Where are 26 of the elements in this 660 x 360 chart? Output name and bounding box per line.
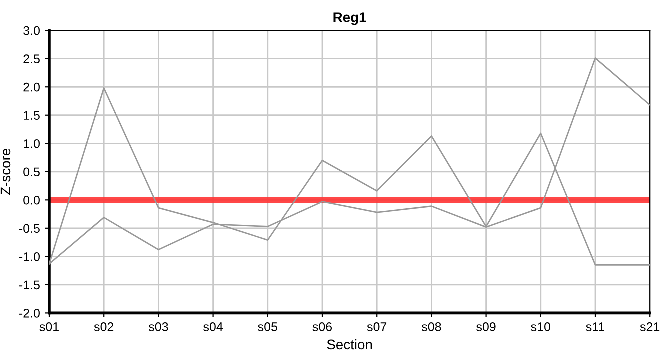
y-tick-label: -1.5 (19, 280, 40, 290)
y-tick-label: 0.0 (24, 196, 40, 205)
x-tick-label: s04 (204, 322, 224, 332)
y-tick-label: -1.0 (19, 252, 40, 262)
y-tick-label: 1.0 (24, 139, 40, 148)
x-tick-label: s06 (312, 322, 332, 332)
x-tick-label: s08 (422, 322, 442, 332)
y-tick-label: -0.5 (19, 224, 40, 234)
x-tick-label: s07 (367, 322, 387, 332)
y-tick-label: 2.0 (24, 82, 40, 92)
x-tick-label: s01 (40, 322, 59, 332)
x-tick-label: s09 (476, 322, 496, 332)
x-tick-label: s03 (148, 322, 168, 332)
x-tick-label: s21 (640, 322, 660, 332)
x-tick-label: s11 (586, 322, 605, 332)
y-tick-label: 1.5 (24, 111, 40, 120)
x-axis-title: Section (327, 339, 372, 350)
x-tick-label: s02 (94, 322, 114, 332)
y-tick-label: 0.5 (24, 168, 40, 177)
x-tick-label: s10 (531, 322, 550, 332)
y-tick-label: -2.0 (19, 309, 40, 318)
y-axis-title: Z-score (0, 148, 11, 195)
x-tick-label: s05 (258, 322, 278, 332)
y-tick-label: 2.5 (24, 54, 40, 64)
y-tick-label: 3.0 (24, 26, 40, 36)
chart-title: Reg1 (334, 12, 366, 26)
